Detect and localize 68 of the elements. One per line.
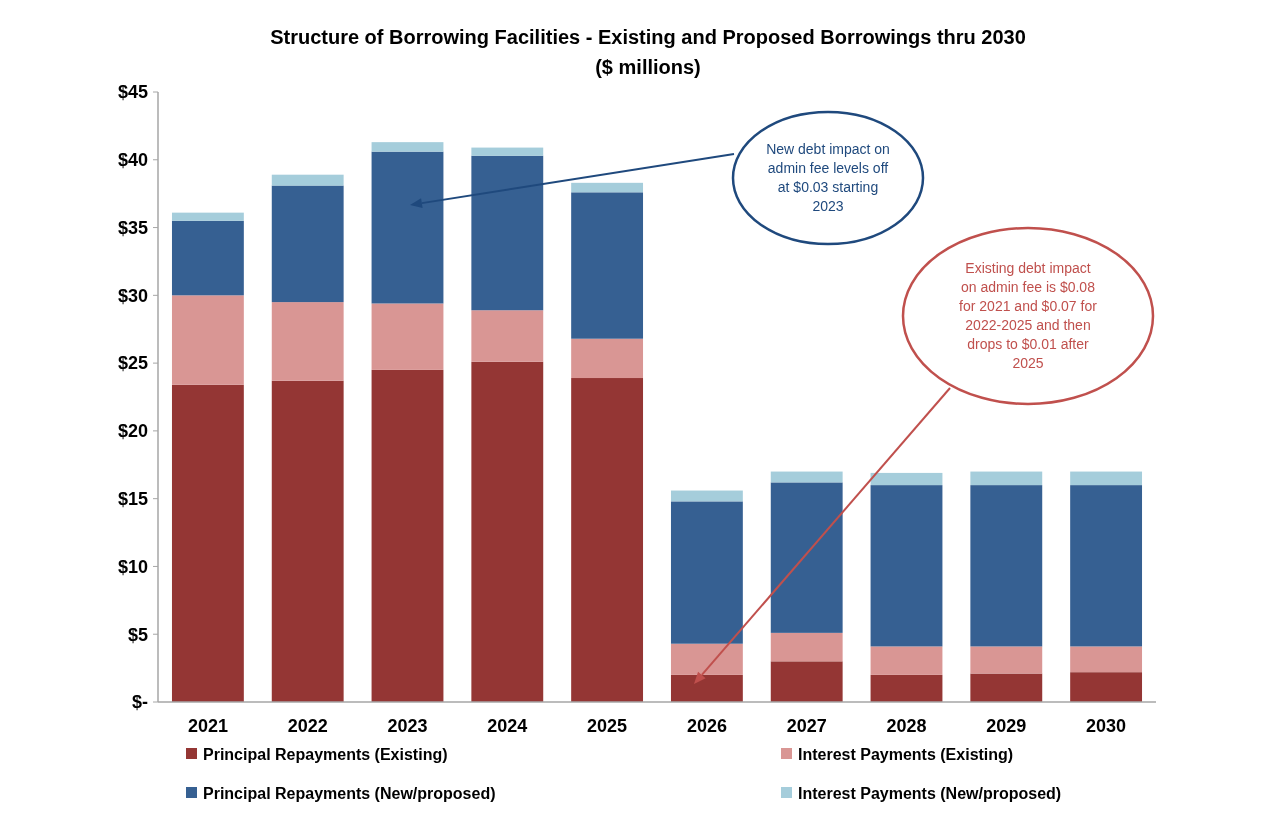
bar: [770, 471, 843, 483]
y-tick-label: $15: [117, 488, 148, 509]
y-tick-label: $5: [127, 624, 148, 645]
bar: [770, 632, 843, 662]
bar: [371, 303, 444, 370]
bar: [1070, 646, 1143, 673]
bar: [1070, 485, 1143, 647]
bar: [870, 646, 943, 675]
x-tick-label: 2025: [587, 716, 628, 736]
legend-label: Interest Payments (New/proposed): [798, 784, 1062, 802]
bar: [1070, 471, 1143, 486]
bar: [870, 485, 943, 647]
y-tick-label: $40: [117, 150, 148, 171]
annotation: Existing debt impact on admin fee is $0.08 for 2021 and $0.07 for 2022-2025 and then drops to $0.01 after 2025: [959, 260, 1098, 372]
x-tick-label: 2028: [886, 716, 927, 736]
y-tick-label: $25: [117, 353, 148, 374]
bar: [171, 384, 244, 702]
bar: [171, 220, 244, 296]
bar: [970, 646, 1043, 674]
chart-title: Structure of Borrowing Facilities - Existing and Proposed Borrowings thru 2030: [270, 26, 1026, 48]
bar: [271, 185, 344, 303]
bar: [670, 643, 743, 675]
bar: [870, 674, 943, 702]
bar: [471, 155, 544, 311]
bar: [870, 472, 943, 486]
x-tick-label: 2024: [487, 716, 528, 736]
y-tick-label: $10: [117, 556, 148, 577]
x-tick-label: 2023: [387, 716, 428, 736]
bar: [571, 338, 644, 379]
bar: [670, 490, 743, 502]
x-tick-label: 2021: [187, 716, 228, 736]
bar: [770, 482, 843, 633]
legend-label: Principal Repayments (Existing): [203, 745, 448, 763]
bar: [171, 212, 244, 221]
bar: [371, 142, 444, 152]
y-tick-label: $-: [131, 692, 148, 713]
bar: [571, 182, 644, 193]
bar: [271, 380, 344, 702]
y-tick-label: $30: [117, 285, 148, 306]
x-tick-label: 2027: [786, 716, 827, 736]
bar: [970, 471, 1043, 486]
legend-label: Principal Repayments (New/proposed): [203, 784, 496, 802]
bar: [670, 674, 743, 702]
bar: [371, 369, 444, 702]
bar: [571, 378, 644, 702]
annotation: New debt impact on admin fee levels off at $0.03 starting 2023: [766, 141, 890, 215]
x-tick-label: 2030: [1086, 716, 1127, 736]
bar: [471, 147, 544, 156]
bar: [670, 501, 743, 644]
bar: [770, 661, 843, 702]
bar: [171, 295, 244, 385]
bar: [1070, 672, 1143, 702]
bar: [970, 673, 1043, 702]
bar: [271, 174, 344, 186]
bar: [371, 151, 444, 304]
bar: [970, 485, 1043, 647]
bar: [471, 310, 544, 362]
bar: [271, 302, 344, 381]
x-tick-label: 2022: [287, 716, 328, 736]
y-tick-label: $35: [117, 217, 148, 238]
bar: [571, 192, 644, 339]
x-tick-label: 2026: [686, 716, 727, 736]
x-tick-label: 2029: [986, 716, 1027, 736]
bar: [471, 361, 544, 702]
legend-label: Interest Payments (Existing): [798, 745, 1014, 763]
y-tick-label: $20: [117, 421, 148, 442]
y-tick-label: $45: [117, 82, 148, 103]
chart-subtitle: ($ millions): [595, 56, 701, 78]
